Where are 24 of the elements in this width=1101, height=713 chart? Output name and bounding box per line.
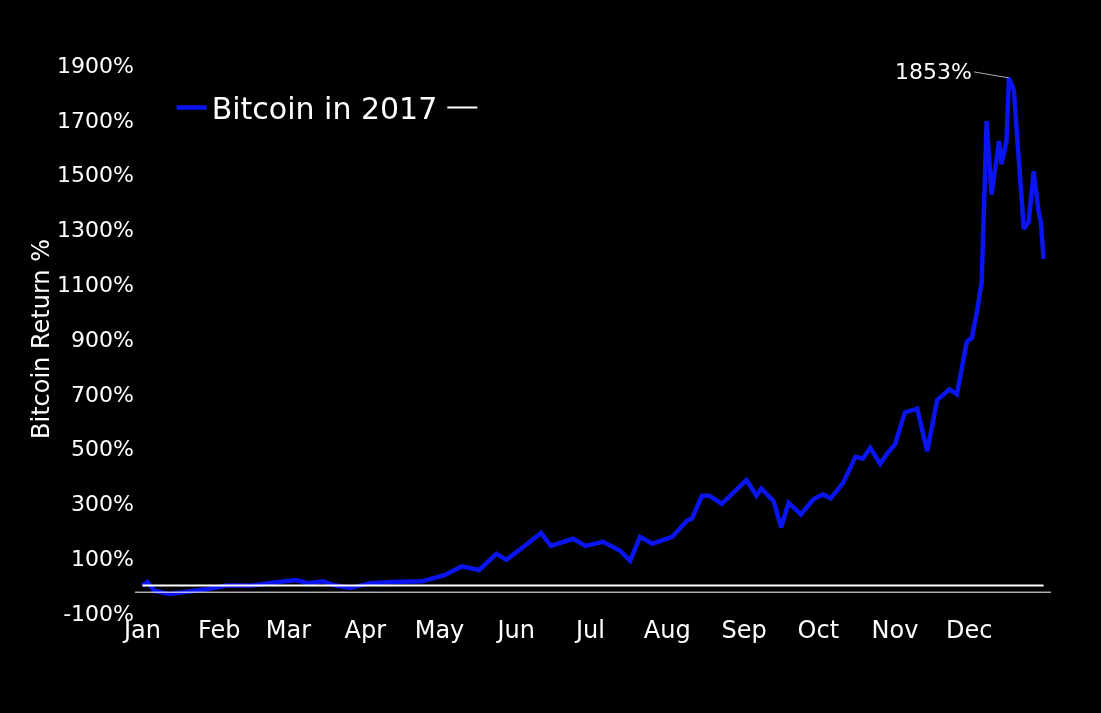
x-tick-label: Mar xyxy=(265,616,312,644)
y-axis-title: Bitcoin Return % xyxy=(27,238,56,440)
x-tick-label: Jun xyxy=(495,616,535,644)
y-tick-label: 1500% xyxy=(57,162,134,188)
x-tick-label: Oct xyxy=(797,616,840,644)
x-tick-label: Jul xyxy=(574,616,605,644)
x-tick-label: Dec xyxy=(946,616,993,644)
y-tick-label: 1700% xyxy=(57,107,134,133)
x-tick-label: Feb xyxy=(197,616,241,644)
legend-label: Bitcoin in 2017 xyxy=(211,91,438,127)
y-tick-label: 700% xyxy=(71,381,134,407)
x-tick-label: Sep xyxy=(721,616,767,644)
annotation: 1853% xyxy=(895,59,972,84)
x-tick-label: Aug xyxy=(643,616,691,644)
y-tick-label: 900% xyxy=(71,326,134,352)
y-tick-label: 100% xyxy=(71,545,134,571)
x-tick-label: Apr xyxy=(344,616,387,644)
x-tick-label: May xyxy=(414,616,465,644)
y-tick-label: 1300% xyxy=(57,217,134,243)
y-tick-label: 1100% xyxy=(57,271,134,297)
x-tick-label: Nov xyxy=(871,616,919,644)
y-tick-label: 1900% xyxy=(57,52,134,78)
y-tick-label: 500% xyxy=(71,436,134,462)
y-tick-label: 300% xyxy=(71,491,134,517)
